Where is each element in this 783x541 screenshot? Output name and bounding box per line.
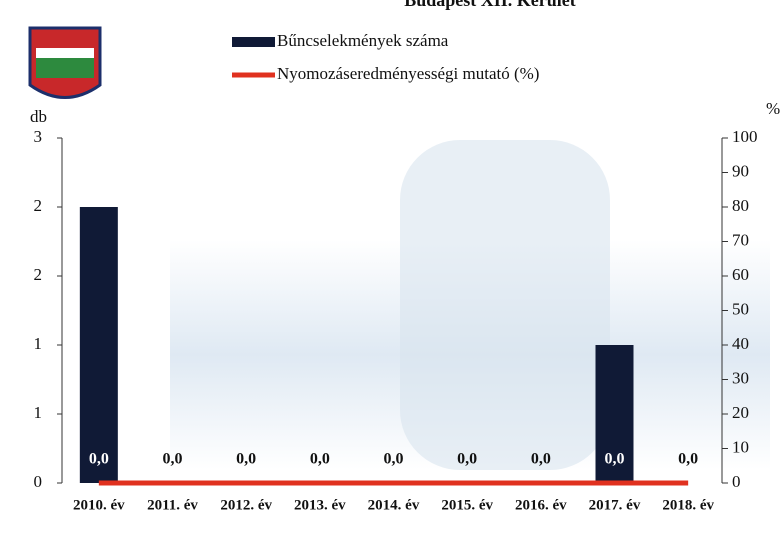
x-tick-label: 2012. év [220, 497, 272, 513]
data-label: 0,0 [531, 451, 551, 468]
data-label: 0,0 [310, 451, 330, 468]
y-tick-label: 1 [34, 334, 43, 353]
data-label: 0,0 [457, 451, 477, 468]
x-tick-label: 2014. év [368, 497, 420, 513]
logo [30, 28, 100, 98]
page: {"chart_data": {"type": "bar", "title": … [0, 0, 783, 541]
legend-label: Bűncselekmények száma [277, 31, 449, 50]
x-tick-label: 2010. év [73, 497, 125, 513]
y2-tick-label: 50 [732, 299, 749, 318]
data-label: 0,0 [89, 451, 109, 468]
y2-axis-label: % [766, 99, 780, 118]
data-label: 0,0 [678, 451, 698, 468]
y-tick-label: 1 [34, 403, 43, 422]
data-label: 0,0 [236, 451, 256, 468]
y2-tick-label: 60 [732, 265, 749, 284]
y-axis-label: db [30, 107, 47, 126]
chart: Budapest XII. Kerület db % 0112230102030… [0, 0, 783, 541]
x-tick-label: 2016. év [515, 497, 567, 513]
y-tick-label: 0 [34, 472, 43, 491]
y2-tick-label: 40 [732, 334, 749, 353]
y2-tick-label: 100 [732, 127, 758, 146]
y2-tick-label: 30 [732, 368, 749, 387]
y-tick-label: 3 [34, 127, 43, 146]
x-tick-label: 2017. év [589, 497, 641, 513]
data-label: 0,0 [605, 451, 625, 468]
legend-swatch [232, 37, 275, 47]
x-tick-label: 2015. év [441, 497, 493, 513]
y2-tick-label: 70 [732, 230, 749, 249]
x-tick-label: 2011. év [147, 497, 198, 513]
y2-tick-label: 0 [732, 472, 741, 491]
y2-tick-label: 80 [732, 196, 749, 215]
bar [80, 207, 118, 483]
background-building [400, 140, 610, 470]
y2-tick-label: 90 [732, 161, 749, 180]
y2-tick-label: 20 [732, 403, 749, 422]
chart-title: Budapest XII. Kerület [404, 0, 576, 10]
data-label: 0,0 [384, 451, 404, 468]
x-tick-label: 2013. év [294, 497, 346, 513]
y-tick-label: 2 [34, 196, 43, 215]
x-tick-label: 2018. év [662, 497, 714, 513]
data-label: 0,0 [163, 451, 183, 468]
y2-tick-label: 10 [732, 437, 749, 456]
y-tick-label: 2 [34, 265, 43, 284]
legend-label: Nyomozáseredményességi mutató (%) [277, 64, 539, 83]
